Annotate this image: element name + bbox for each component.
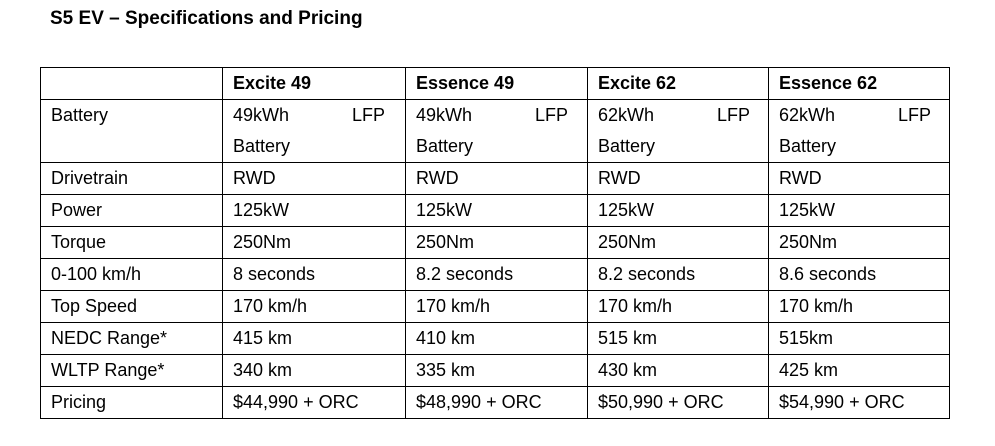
header-cell: Essence 49 [405, 67, 588, 100]
row-label: Torque [40, 226, 223, 259]
cell: RWD [587, 162, 769, 195]
cell: 415 km [222, 322, 406, 355]
row-label: Pricing [40, 386, 223, 419]
row-label: WLTP Range* [40, 354, 223, 387]
table-row: WLTP Range* 340 km 335 km 430 km 425 km [40, 354, 950, 387]
cell: 335 km [405, 354, 588, 387]
cell: 8.2 seconds [587, 258, 769, 291]
table-row: Battery 49kWh LFP Battery 49kWh LFP Batter… [40, 99, 950, 163]
cell: 8 seconds [222, 258, 406, 291]
cell: 62kWh LFP Battery [587, 99, 769, 163]
cell: 250Nm [587, 226, 769, 259]
title: S5 EV – Specifications and Pricing [50, 8, 363, 29]
row-label: 0-100 km/h [40, 258, 223, 291]
cell: 170 km/h [768, 290, 950, 323]
table-row: Pricing $44,990 + ORC $48,990 + ORC $50,990… [40, 386, 950, 419]
cell: 8.2 seconds [405, 258, 588, 291]
table-row: 0-100 km/h 8 seconds 8.2 seconds 8.2 second… [40, 258, 950, 291]
cell: 8.6 seconds [768, 258, 950, 291]
header-cell [40, 67, 223, 100]
row-label: Battery [40, 99, 223, 163]
cell: RWD [222, 162, 406, 195]
header-cell: Excite 49 [222, 67, 406, 100]
cell: $44,990 + ORC [222, 386, 406, 419]
cell: RWD [768, 162, 950, 195]
cell: 125kW [405, 194, 588, 227]
cell: 515 km [587, 322, 769, 355]
cell: $50,990 + ORC [587, 386, 769, 419]
cell: 125kW [587, 194, 769, 227]
cell: 170 km/h [587, 290, 769, 323]
cell: 515km [768, 322, 950, 355]
cell: 425 km [768, 354, 950, 387]
cell: 125kW [222, 194, 406, 227]
table-row: Top Speed 170 km/h 170 km/h 170 km/h 170 km/… [40, 290, 950, 323]
cell: 49kWh LFP Battery [222, 99, 406, 163]
cell: 170 km/h [222, 290, 406, 323]
cell: 250Nm [405, 226, 588, 259]
cell: RWD [405, 162, 588, 195]
cell: 250Nm [222, 226, 406, 259]
row-label: Power [40, 194, 223, 227]
cell: 430 km [587, 354, 769, 387]
header-cell: Excite 62 [587, 67, 769, 100]
cell: 410 km [405, 322, 588, 355]
cell: 62kWh LFP Battery [768, 99, 950, 163]
row-label: Drivetrain [40, 162, 223, 195]
cell-text: 49kWh LFP Battery [416, 105, 568, 156]
spec-table: Excite 49 Essence 49 Excite 62 Essence 62 B… [40, 67, 950, 419]
row-label: NEDC Range* [40, 322, 223, 355]
cell: 49kWh LFP Battery [405, 99, 588, 163]
cell: $48,990 + ORC [405, 386, 588, 419]
cell-text: 62kWh LFP Battery [779, 105, 931, 156]
table-row: Torque 250Nm 250Nm 250Nm 250Nm [40, 226, 950, 259]
cell: 170 km/h [405, 290, 588, 323]
row-label: Top Speed [40, 290, 223, 323]
table-row: Power 125kW 125kW 125kW 125kW [40, 194, 950, 227]
table-body: Battery 49kWh LFP Battery 49kWh LFP Batter… [40, 99, 950, 419]
cell-text: 49kWh LFP Battery [233, 105, 385, 156]
cell: 340 km [222, 354, 406, 387]
table-row: NEDC Range* 415 km 410 km 515 km 515km [40, 322, 950, 355]
header-cell: Essence 62 [768, 67, 950, 100]
cell: $54,990 + ORC [768, 386, 950, 419]
header-row: Excite 49 Essence 49 Excite 62 Essence 62 [40, 67, 950, 100]
table-row: Drivetrain RWD RWD RWD RWD [40, 162, 950, 195]
cell-text: 62kWh LFP Battery [598, 105, 750, 156]
cell: 250Nm [768, 226, 950, 259]
cell: 125kW [768, 194, 950, 227]
